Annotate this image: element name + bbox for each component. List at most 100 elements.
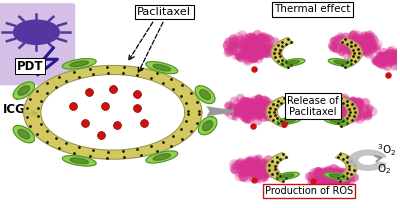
Point — [335, 45, 342, 49]
Point — [138, 68, 144, 71]
Point — [240, 103, 246, 106]
Point — [324, 173, 331, 176]
Point — [376, 53, 382, 56]
Point — [256, 49, 262, 52]
Point — [246, 173, 253, 177]
Point — [254, 163, 261, 167]
Point — [315, 170, 322, 173]
Point — [256, 55, 263, 58]
Point — [240, 176, 246, 179]
Point — [272, 114, 278, 117]
Point — [262, 102, 269, 105]
Point — [340, 117, 347, 120]
Point — [329, 180, 335, 183]
Point — [240, 42, 246, 45]
Point — [244, 44, 251, 47]
Point — [319, 178, 326, 181]
Point — [347, 110, 354, 114]
Point — [242, 46, 248, 50]
Point — [362, 41, 368, 44]
Point — [399, 59, 400, 63]
Point — [333, 109, 339, 112]
Point — [343, 39, 349, 43]
Point — [348, 102, 355, 106]
Point — [360, 49, 367, 52]
Point — [248, 108, 255, 111]
Point — [277, 48, 283, 51]
Point — [34, 89, 40, 92]
Point — [232, 43, 238, 46]
Point — [259, 111, 266, 114]
Point — [242, 175, 249, 178]
Point — [311, 176, 317, 179]
Point — [332, 170, 338, 173]
Point — [34, 132, 40, 136]
Point — [254, 38, 260, 41]
Point — [346, 39, 352, 42]
Point — [232, 115, 238, 119]
Point — [241, 104, 247, 108]
Polygon shape — [281, 174, 294, 178]
Point — [238, 47, 244, 50]
Point — [264, 47, 271, 50]
Point — [246, 165, 252, 168]
Point — [362, 101, 368, 104]
Point — [355, 44, 361, 48]
Point — [247, 174, 253, 178]
Point — [242, 167, 248, 171]
Point — [242, 163, 249, 167]
Point — [331, 100, 337, 103]
Point — [225, 103, 231, 106]
Point — [364, 43, 370, 47]
Point — [361, 106, 367, 109]
Point — [378, 54, 385, 57]
Point — [332, 107, 338, 110]
Point — [237, 104, 244, 107]
Point — [248, 165, 255, 168]
Point — [362, 36, 368, 39]
Point — [382, 55, 388, 58]
Point — [248, 46, 255, 50]
Point — [331, 116, 338, 119]
Point — [232, 50, 238, 54]
Point — [236, 53, 242, 56]
Point — [361, 40, 368, 43]
Point — [321, 172, 328, 176]
Point — [282, 155, 289, 158]
Point — [344, 104, 350, 108]
Point — [352, 110, 359, 113]
Point — [238, 108, 244, 111]
Point — [345, 106, 351, 109]
Point — [273, 176, 280, 180]
Point — [317, 183, 324, 186]
Point — [230, 40, 237, 44]
Point — [355, 33, 362, 36]
Point — [244, 46, 251, 50]
Point — [340, 115, 346, 119]
Point — [134, 73, 140, 77]
Point — [337, 178, 344, 182]
Point — [76, 76, 82, 79]
Point — [343, 100, 350, 103]
Point — [240, 41, 247, 44]
Point — [255, 102, 261, 105]
Point — [241, 162, 248, 165]
Point — [244, 110, 251, 113]
Point — [288, 63, 294, 66]
Point — [340, 171, 346, 175]
Point — [353, 115, 359, 118]
Point — [251, 168, 258, 172]
Point — [379, 57, 385, 60]
Point — [248, 56, 255, 59]
Point — [246, 163, 253, 166]
Point — [252, 167, 259, 171]
Point — [254, 40, 261, 43]
Point — [356, 116, 363, 119]
Point — [385, 73, 391, 77]
Point — [380, 56, 386, 59]
Point — [382, 57, 388, 60]
Point — [251, 167, 257, 171]
Point — [343, 115, 350, 118]
Point — [354, 53, 361, 56]
Point — [372, 58, 378, 62]
